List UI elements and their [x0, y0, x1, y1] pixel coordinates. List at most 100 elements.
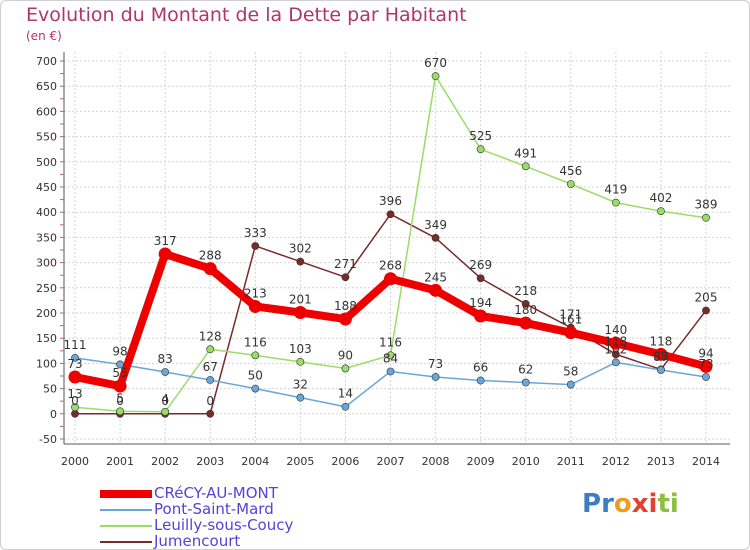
data-point [71, 353, 79, 362]
data-label: 13 [67, 387, 82, 401]
x-tick-label: 2013 [647, 455, 675, 468]
data-label: 0 [161, 394, 169, 408]
data-point [341, 402, 350, 411]
data-point [431, 373, 440, 381]
data-point [386, 367, 395, 376]
data-label: 5 [116, 391, 124, 405]
legend-item: Leuilly-sous-Coucy [100, 516, 360, 534]
data-point [566, 180, 575, 188]
data-point [71, 409, 79, 418]
data-label: 491 [514, 146, 537, 160]
logo-letter: i [648, 489, 658, 519]
data-point [116, 407, 124, 416]
y-tick-label: 450 [36, 181, 57, 194]
data-label: 94 [698, 346, 713, 360]
data-point [699, 359, 713, 373]
data-label: 245 [424, 270, 447, 284]
data-label: 140 [604, 323, 627, 337]
data-point [386, 210, 395, 219]
data-point [341, 364, 350, 373]
data-point [384, 272, 397, 286]
data-point [68, 370, 82, 384]
data-label: 128 [199, 329, 222, 343]
data-point [296, 393, 305, 402]
data-label: 456 [559, 164, 582, 178]
y-tick-label: 300 [36, 257, 57, 270]
data-label: 402 [649, 191, 672, 205]
data-label: 118 [604, 334, 627, 348]
data-point [206, 376, 215, 384]
data-point [611, 350, 620, 359]
data-label: 302 [289, 242, 312, 256]
data-label: 73 [67, 357, 82, 371]
x-tick-label: 2010 [512, 455, 540, 468]
data-label: 205 [695, 290, 718, 304]
data-point [251, 384, 260, 393]
data-point [206, 409, 215, 418]
data-label: 58 [563, 365, 578, 379]
data-point [431, 234, 440, 242]
legend-label: Jumencourt [154, 532, 241, 550]
data-label: 67 [203, 360, 218, 374]
data-point [519, 316, 533, 330]
data-point [611, 198, 620, 207]
data-point [248, 299, 262, 313]
data-point [161, 407, 170, 416]
data-label: 118 [649, 334, 672, 348]
legend-item: CRéCY-AU-MONT [100, 484, 360, 502]
x-tick-label: 2009 [467, 455, 495, 468]
data-label: 333 [244, 226, 267, 240]
logo-letter: t [657, 489, 670, 519]
data-label: 98 [112, 344, 127, 358]
data-label: 0 [71, 394, 79, 408]
data-point [566, 380, 575, 389]
data-point [158, 247, 172, 261]
data-label: 171 [559, 308, 582, 322]
y-tick-label: 700 [36, 55, 57, 68]
data-label: 0 [206, 394, 214, 408]
data-point [521, 378, 530, 387]
data-label: 188 [334, 299, 357, 313]
data-label: 419 [604, 183, 627, 197]
legend-swatch [100, 525, 152, 527]
plot-area [64, 52, 730, 444]
y-tick-label: 500 [36, 156, 57, 169]
y-tick-label: 150 [36, 332, 57, 345]
data-point [161, 368, 170, 376]
data-label: 218 [514, 284, 537, 298]
y-tick-label: 550 [36, 131, 57, 144]
chart-title: Evolution du Montant de la Dette par Hab… [26, 4, 467, 26]
data-point [251, 351, 260, 360]
y-tick-label: 50 [43, 383, 57, 396]
legend-item: Pont-Saint-Mard [100, 500, 360, 518]
x-tick-label: 2004 [241, 455, 269, 468]
x-tick-label: 2011 [557, 455, 585, 468]
data-point [431, 72, 440, 81]
y-tick-label: 200 [36, 307, 57, 320]
data-label: 269 [469, 258, 492, 272]
data-label: 84 [383, 351, 398, 365]
data-label: 194 [469, 296, 492, 310]
data-point [203, 262, 217, 276]
logo-letter: x [631, 489, 649, 519]
data-point [476, 274, 485, 283]
data-label: 288 [199, 249, 222, 263]
data-label: 349 [424, 218, 447, 232]
data-point [386, 351, 395, 360]
proxiti-logo: Proxiti [582, 489, 679, 519]
logo-letter: o [613, 489, 632, 519]
y-tick-label: 400 [36, 206, 57, 219]
data-point [206, 345, 215, 354]
data-point [702, 306, 710, 315]
data-label: 32 [293, 378, 308, 392]
data-point [702, 373, 710, 381]
data-label: 268 [379, 259, 402, 273]
data-point [657, 207, 665, 216]
y-tick-label: 600 [36, 105, 57, 118]
data-label: 201 [289, 292, 312, 306]
data-point [113, 379, 127, 393]
legend-swatch [100, 541, 152, 543]
logo-letter: r [601, 489, 614, 519]
x-tick-label: 2000 [61, 455, 89, 468]
